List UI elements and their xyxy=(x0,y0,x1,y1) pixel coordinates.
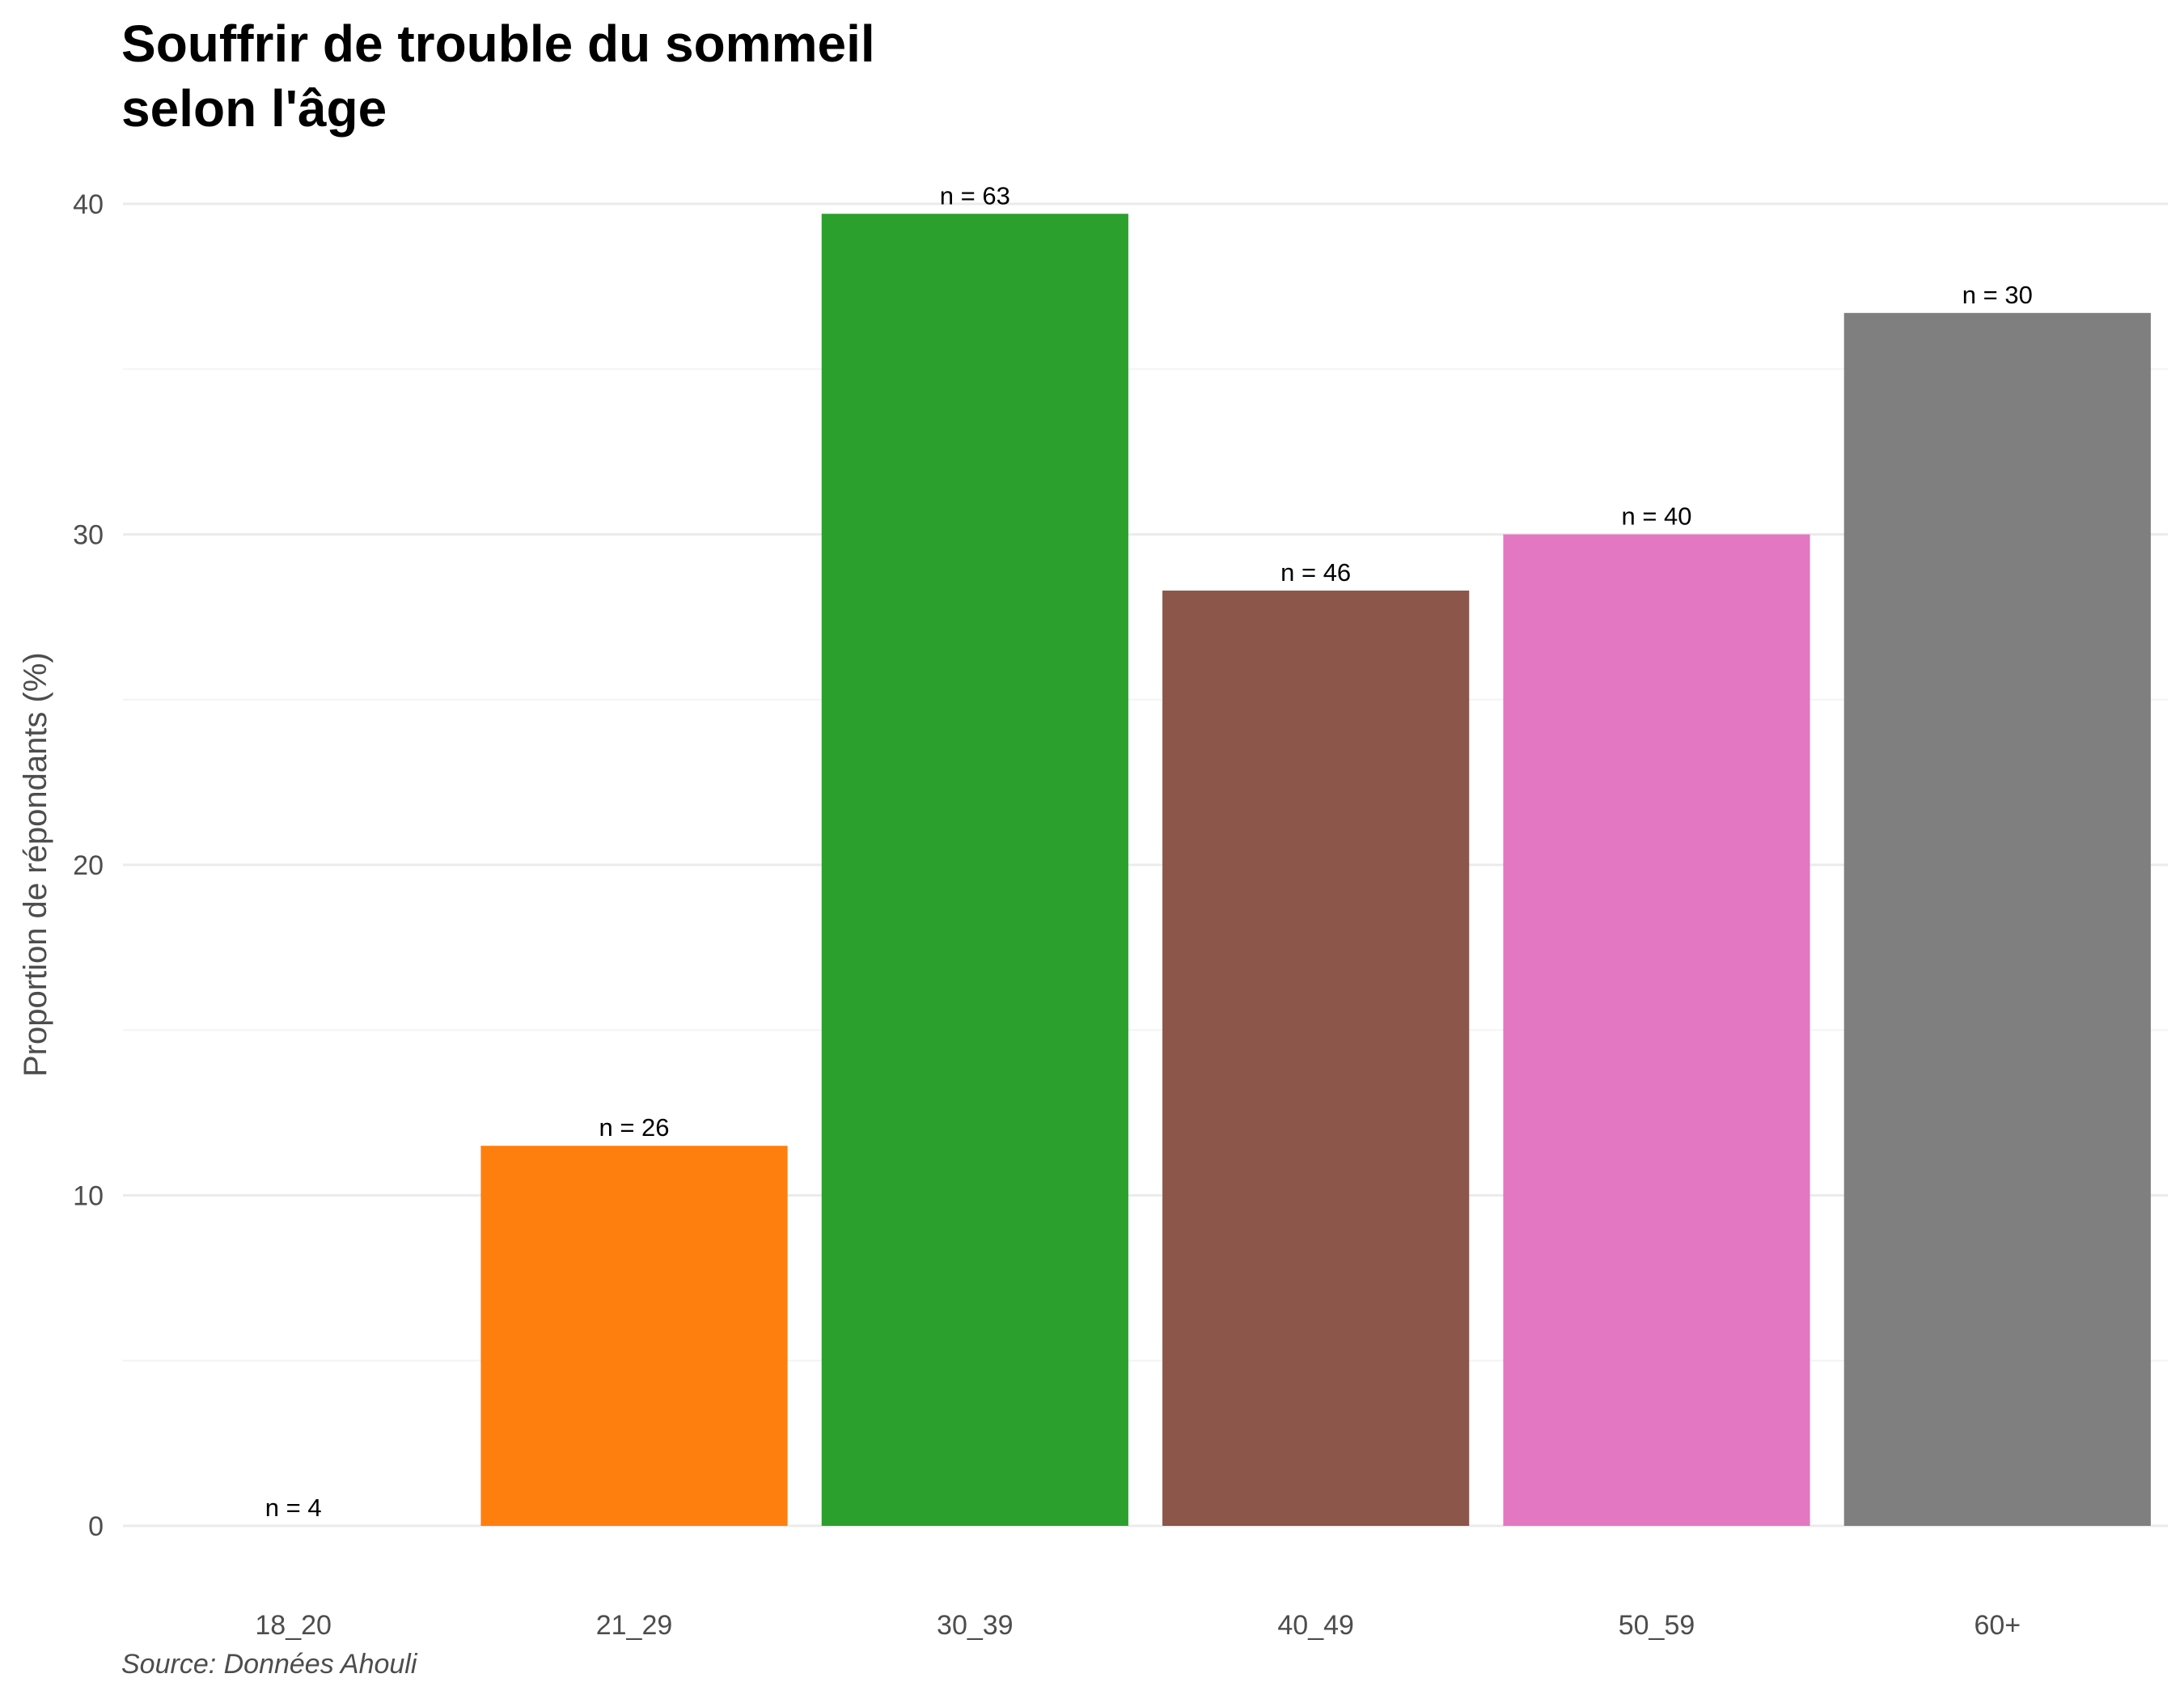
y-tick-label-20: 20 xyxy=(73,850,104,881)
chart-title-line-1: Souffrir de trouble du sommeil xyxy=(121,15,875,73)
bar-label-30_39: n = 63 xyxy=(940,181,1010,210)
bar-40_49 xyxy=(1162,590,1470,1526)
x-tick-label-50_59: 50_59 xyxy=(1619,1610,1695,1641)
x-tick-label-60+: 60+ xyxy=(1974,1610,2021,1641)
bars xyxy=(480,214,2151,1527)
bar-21_29 xyxy=(480,1146,788,1526)
bar-50_59 xyxy=(1503,534,1810,1526)
bar-60+ xyxy=(1843,312,2151,1527)
y-tick-label-10: 10 xyxy=(73,1181,104,1212)
source-caption: Source: Données Ahouli xyxy=(121,1649,417,1680)
y-tick-label-30: 30 xyxy=(73,520,104,551)
chart-title: Souffrir de trouble du sommeil selon l'â… xyxy=(121,11,1416,141)
y-tick-label-40: 40 xyxy=(73,189,104,220)
x-tick-label-40_49: 40_49 xyxy=(1277,1610,1354,1641)
chart-title-line-2: selon l'âge xyxy=(121,79,387,138)
bar-label-40_49: n = 46 xyxy=(1280,558,1351,587)
x-tick-label-21_29: 21_29 xyxy=(596,1610,673,1641)
bar-label-50_59: n = 40 xyxy=(1621,502,1691,531)
bar-count-labels: n = 4 n = 26 n = 63 n = 46 n = 40 n = 30 xyxy=(265,181,2033,1522)
x-tick-labels: 18_20 21_29 30_39 40_49 50_59 60+ xyxy=(255,1610,2021,1641)
grid-lines xyxy=(123,202,2168,1527)
bar-label-60+: n = 30 xyxy=(1962,281,2033,309)
y-tick-labels: 0 10 20 30 40 xyxy=(73,189,104,1542)
bar-label-21_29: n = 26 xyxy=(599,1113,669,1142)
bar-label-18_20: n = 4 xyxy=(265,1494,322,1522)
y-tick-label-0: 0 xyxy=(88,1511,104,1542)
bar-30_39 xyxy=(821,214,1128,1526)
x-tick-label-18_20: 18_20 xyxy=(255,1610,332,1641)
x-tick-label-30_39: 30_39 xyxy=(937,1610,1014,1641)
